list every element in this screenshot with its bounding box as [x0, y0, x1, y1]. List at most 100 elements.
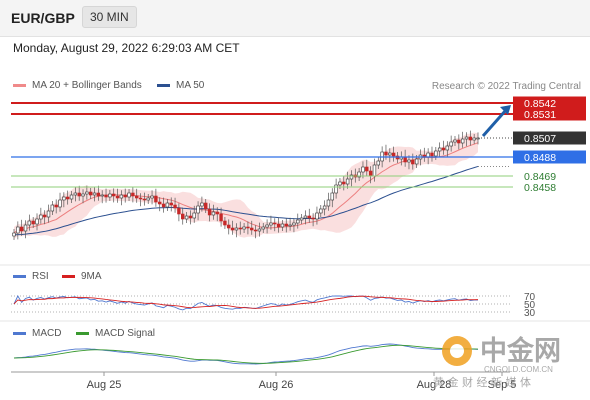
- candle: [269, 222, 273, 226]
- candle: [303, 215, 308, 219]
- legend-bollinger: MA 20 + Bollinger Bands: [13, 80, 142, 91]
- projection-arrow-shaft: [481, 109, 508, 137]
- candle: [88, 191, 93, 196]
- candle: [246, 226, 250, 229]
- candle: [280, 223, 285, 228]
- legend-9ma-label: 9MA: [81, 271, 102, 282]
- candle: [345, 178, 350, 185]
- candle: [357, 171, 361, 178]
- candle: [284, 223, 288, 227]
- candle: [223, 220, 227, 226]
- macd-signal-line: [13, 344, 479, 364]
- candle: [23, 224, 28, 232]
- candle: [384, 151, 388, 156]
- candle: [12, 232, 16, 237]
- candle: [230, 227, 235, 231]
- candle: [388, 152, 392, 156]
- legend-bollinger-label: MA 20 + Bollinger Bands: [32, 80, 142, 91]
- candle: [261, 226, 265, 230]
- candle: [472, 137, 476, 141]
- rsi-swatch: [13, 275, 26, 278]
- watermark-logo-icon-inner: [450, 344, 464, 358]
- candle: [161, 203, 166, 208]
- candle: [73, 192, 78, 196]
- last-price-box: [513, 131, 586, 145]
- candle: [127, 192, 131, 198]
- candle: [257, 228, 262, 232]
- bollinger-band-fill: [14, 132, 478, 239]
- x-tick-label: Aug 25: [87, 379, 122, 391]
- candle: [188, 215, 193, 219]
- candle: [361, 166, 365, 173]
- candle: [319, 208, 323, 214]
- candle: [31, 220, 35, 225]
- candle: [204, 202, 208, 210]
- candle: [349, 174, 354, 180]
- resistance-label-box: [513, 96, 586, 110]
- candle: [238, 227, 242, 230]
- candle: [372, 164, 377, 177]
- signal-swatch: [76, 332, 89, 335]
- instrument-title: EUR/GBP: [11, 10, 75, 26]
- candle: [445, 145, 450, 151]
- candle: [330, 192, 334, 201]
- candle: [326, 199, 331, 207]
- candle: [196, 205, 200, 214]
- support-label: 0.8458: [524, 182, 556, 194]
- candle: [150, 195, 154, 199]
- candle: [184, 215, 189, 220]
- legend-signal-label: MACD Signal: [95, 328, 156, 339]
- ma9-swatch: [62, 275, 75, 278]
- candle: [207, 208, 212, 216]
- candle: [265, 224, 269, 228]
- candle: [50, 204, 55, 212]
- pivot-label-box: [513, 150, 586, 164]
- candle: [165, 202, 170, 208]
- candle: [468, 136, 473, 141]
- candle: [92, 192, 97, 196]
- candle: [131, 192, 135, 197]
- candle: [334, 184, 338, 194]
- candle: [299, 217, 304, 221]
- candle: [85, 191, 89, 195]
- pivot-label: 0.8488: [524, 152, 556, 164]
- candle: [276, 223, 281, 228]
- last-price-label: 0.8507: [524, 133, 556, 145]
- legend-ma50: MA 50: [157, 80, 204, 91]
- candle: [35, 218, 39, 225]
- resistance-label: 0.8531: [524, 109, 556, 121]
- candle: [460, 138, 465, 144]
- candle: [376, 160, 380, 166]
- rsi-level-label: 30: [524, 308, 536, 319]
- x-tick-label: Sep 5: [488, 379, 517, 391]
- candle: [391, 152, 396, 157]
- candle: [437, 147, 442, 152]
- candle: [234, 227, 239, 231]
- candle: [54, 204, 58, 208]
- watermark-subtitle: 黄 金 财 经 新 媒 体: [433, 375, 531, 389]
- candle: [115, 195, 120, 199]
- candle: [441, 147, 446, 151]
- rsi-level-label: 50: [524, 300, 536, 311]
- candle: [250, 227, 254, 231]
- candle: [403, 156, 407, 163]
- candle: [81, 193, 85, 197]
- candle: [338, 181, 342, 186]
- rsi-level-label: 70: [524, 292, 536, 303]
- candle: [16, 226, 20, 234]
- x-tick-label: Aug 28: [417, 379, 452, 391]
- candle: [19, 226, 24, 232]
- candle: [158, 201, 162, 205]
- candle: [46, 210, 51, 218]
- candle: [42, 214, 47, 218]
- candle: [288, 224, 292, 227]
- timeframe-button[interactable]: 30 MIN: [82, 6, 137, 28]
- candle: [181, 213, 185, 220]
- candle: [342, 181, 346, 185]
- legend-rsi: RSI: [13, 271, 49, 282]
- candle: [169, 202, 173, 206]
- candle: [296, 219, 300, 224]
- candle: [123, 194, 127, 198]
